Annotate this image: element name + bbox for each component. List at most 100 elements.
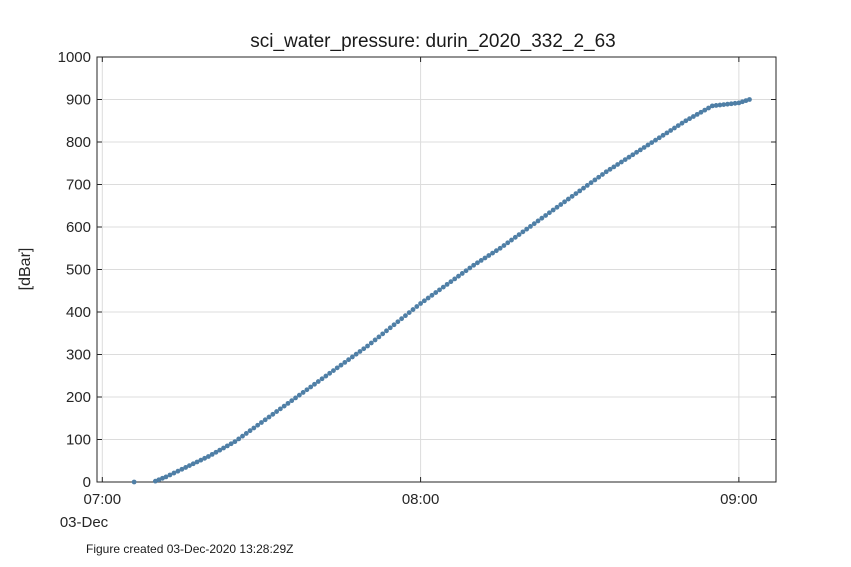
data-point — [592, 177, 598, 183]
data-point — [626, 154, 632, 160]
data-point — [505, 240, 511, 246]
data-point — [410, 307, 416, 312]
data-point — [584, 183, 590, 188]
data-point — [300, 390, 306, 395]
data-point — [209, 451, 215, 457]
data-point — [645, 142, 651, 148]
x-tick-label: 07:00 — [84, 491, 122, 508]
data-point — [418, 301, 423, 306]
data-point — [573, 191, 579, 197]
data-point — [368, 340, 374, 346]
y-tick-label: 200 — [66, 389, 91, 406]
data-point — [243, 431, 249, 436]
data-point — [725, 101, 730, 107]
data-point — [694, 111, 700, 117]
data-point — [619, 159, 624, 165]
data-point — [315, 379, 321, 384]
data-point — [456, 273, 461, 279]
data-point — [486, 253, 492, 258]
chart-title: sci_water_pressure: durin_2020_332_2_63 — [250, 31, 615, 52]
data-point — [232, 439, 238, 445]
data-point — [167, 472, 173, 478]
y-tick-label: 600 — [66, 219, 91, 236]
data-point — [528, 223, 533, 229]
data-point — [581, 185, 586, 191]
data-point — [539, 215, 545, 221]
data-point — [656, 135, 662, 141]
data-point — [675, 123, 681, 129]
data-point — [497, 245, 503, 251]
data-point — [270, 411, 276, 417]
data-point — [467, 265, 473, 271]
data-point — [387, 325, 393, 331]
data-point — [459, 271, 465, 276]
data-point — [516, 232, 522, 237]
data-point — [338, 362, 344, 368]
data-point — [543, 213, 549, 218]
data-point — [600, 172, 605, 177]
data-point — [653, 137, 658, 143]
data-point — [471, 262, 477, 268]
data-point — [554, 204, 560, 210]
data-point — [732, 100, 738, 106]
data-point — [425, 295, 431, 301]
data-point — [277, 406, 283, 412]
data-point — [641, 145, 647, 150]
data-point — [403, 313, 408, 319]
y-tick-label: 500 — [66, 262, 91, 279]
data-point — [660, 132, 666, 138]
data-point — [304, 387, 310, 393]
data-point — [319, 376, 325, 382]
data-point — [131, 479, 137, 485]
data-point — [312, 381, 317, 387]
data-point — [247, 428, 253, 434]
data-point — [205, 454, 211, 459]
data-point — [183, 465, 189, 470]
data-point — [493, 248, 499, 254]
data-point — [372, 337, 378, 343]
data-point — [444, 281, 450, 287]
data-point — [596, 174, 602, 180]
data-point — [179, 466, 185, 472]
data-point — [391, 322, 397, 328]
data-point — [501, 243, 507, 248]
data-point — [433, 290, 439, 295]
data-point — [228, 441, 234, 447]
y-tick-label: 100 — [66, 432, 91, 449]
data-point — [331, 368, 336, 373]
x-axis: 07:00 08:00 09:00 — [84, 57, 758, 508]
data-point — [668, 128, 674, 133]
data-point — [171, 470, 177, 476]
figure-footer: Figure created 03-Dec-2020 13:28:29Z — [86, 542, 294, 556]
data-point — [607, 166, 613, 172]
data-point — [672, 125, 677, 131]
x-date-label: 03-Dec — [60, 514, 109, 531]
data-point — [240, 433, 245, 439]
y-tick-label: 700 — [66, 177, 91, 194]
data-point — [217, 447, 223, 453]
data-point — [565, 196, 571, 202]
data-point — [452, 276, 458, 282]
data-point — [281, 403, 287, 409]
data-point — [293, 395, 298, 401]
y-tick-label: 0 — [83, 474, 91, 491]
y-tick-label: 900 — [66, 92, 91, 109]
data-point — [535, 218, 541, 224]
data-point — [562, 199, 567, 205]
y-axis-label: [dBar] — [17, 248, 34, 291]
data-point — [190, 461, 196, 467]
data-point — [615, 162, 621, 167]
data-point — [163, 474, 169, 480]
y-tick-label: 800 — [66, 134, 91, 151]
data-point — [524, 226, 530, 232]
data-point — [683, 118, 689, 124]
data-point — [255, 422, 261, 428]
x-tick-label: 09:00 — [720, 491, 758, 508]
data-point — [221, 445, 226, 451]
data-point — [728, 101, 734, 107]
data-point — [520, 229, 526, 235]
data-point — [709, 103, 715, 109]
data-point — [509, 237, 514, 243]
data-point — [512, 234, 518, 240]
